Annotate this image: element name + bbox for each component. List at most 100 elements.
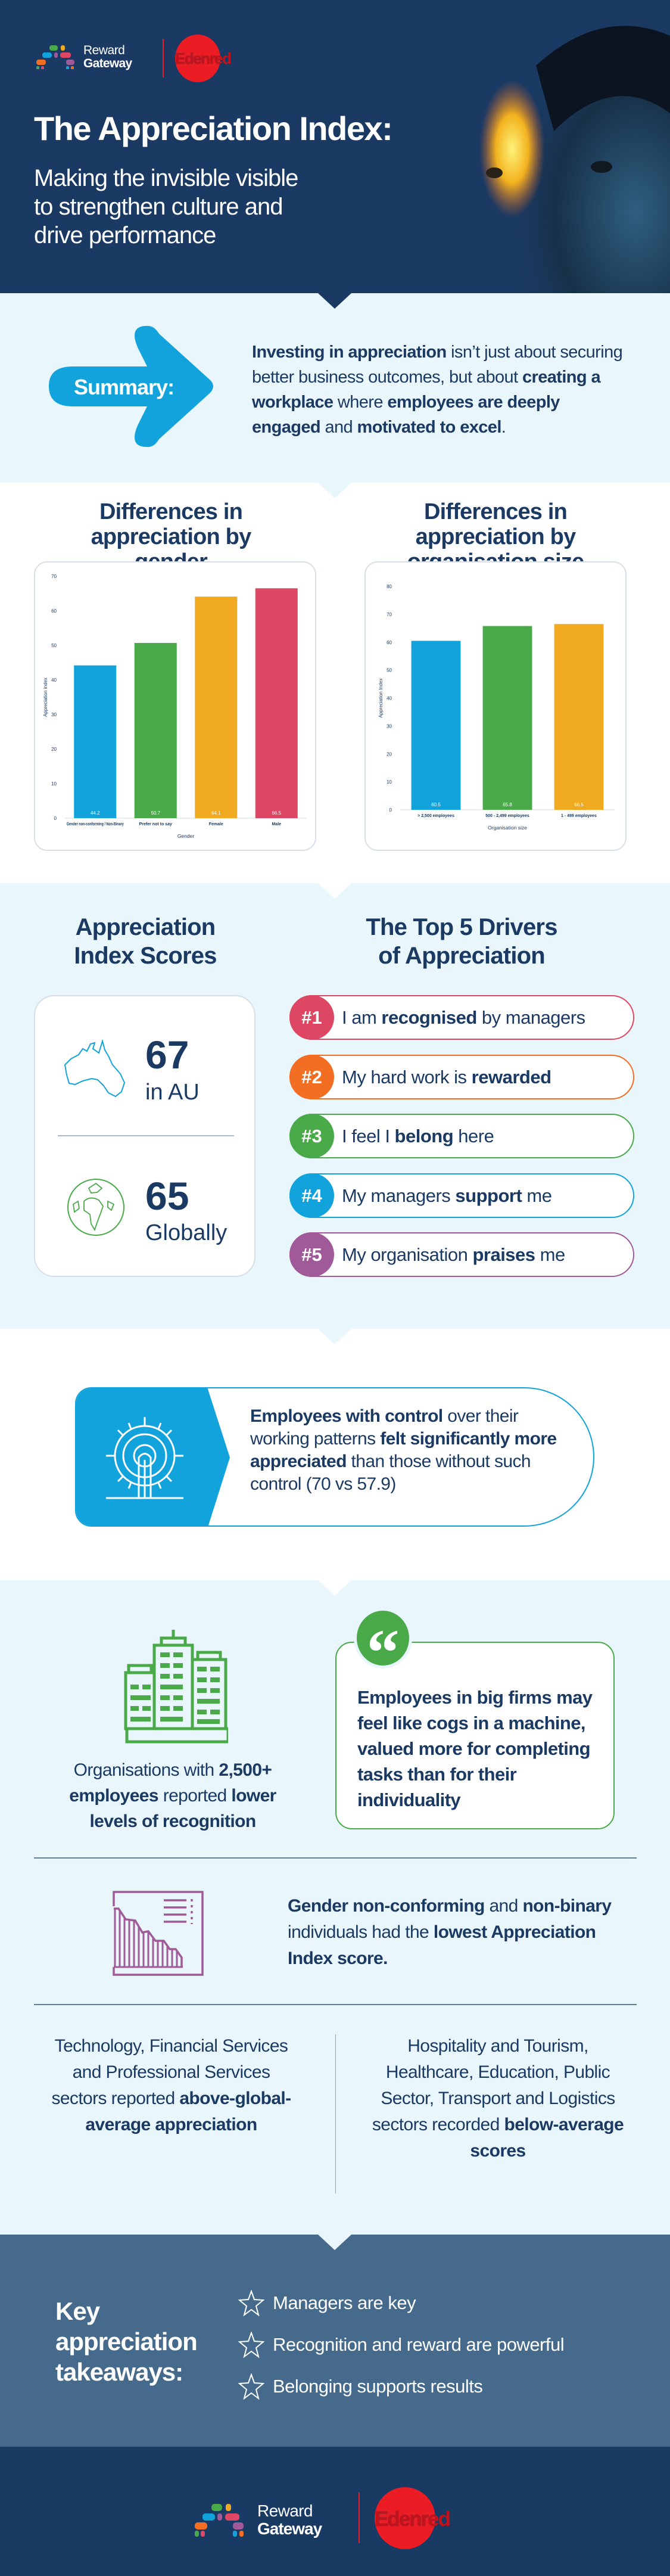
bar	[554, 624, 604, 810]
driver-text: I am recognised by managers	[342, 996, 585, 1039]
x-tick-label: Prefer not to say	[139, 822, 172, 826]
bar	[134, 642, 177, 818]
summary-text: Investing in appreciation isn’t just abo…	[252, 340, 624, 440]
text-segment: My hard work is	[342, 1066, 472, 1087]
edenred-logo	[375, 2487, 435, 2549]
y-tick-label: 20	[51, 747, 57, 752]
section-pointer	[318, 293, 351, 309]
bar-data-label: 66.5	[272, 810, 281, 816]
bar-data-label: 60.5	[431, 802, 441, 807]
sectors-divider	[335, 2034, 336, 2193]
y-axis-title: Appreciation index	[43, 678, 48, 717]
scores-card: 67 in AU 65 Globally	[34, 995, 255, 1277]
y-tick-label: 30	[387, 723, 392, 729]
text-segment: above-global-average appreciation	[85, 2089, 291, 2134]
title-line: Appreciation	[75, 914, 216, 940]
bar	[482, 626, 532, 810]
title-line: appreciation	[55, 2328, 198, 2356]
takeaway-item: Belonging supports results	[238, 2372, 483, 2401]
subtitle-line: Making the invisible visible	[34, 165, 298, 191]
bar-data-label: 44.2	[91, 810, 100, 816]
edenred-wordmark: Edenred	[375, 2507, 451, 2531]
y-tick-label: 70	[387, 612, 392, 617]
summary-label: Summary:	[74, 375, 174, 399]
star-outline-icon	[238, 2373, 264, 2400]
below-average-sectors-text: Hospitality and Tourism, Healthcare, Edu…	[363, 2033, 632, 2164]
page-title: The Appreciation Index:	[34, 110, 393, 147]
driver-item: #2 My hard work is rewarded	[289, 1054, 634, 1099]
y-tick-label: 80	[387, 584, 392, 589]
star-outline-icon	[238, 2290, 264, 2316]
gender-note-text: Gender non-conforming and non-binary ind…	[288, 1893, 621, 1972]
x-tick-label: 500 - 2,499 employees	[485, 814, 529, 818]
gender-chart-card: 0 10 20 30 40 50 60 70 44.2 Gender non-conforming…	[34, 561, 316, 851]
takeaway-item: Managers are key	[238, 2288, 416, 2318]
driver-item: #3 I feel I belong here	[289, 1114, 634, 1158]
section-pointer	[318, 883, 351, 899]
bar-data-label: 64.1	[211, 810, 221, 816]
bar-data-label: 65.8	[503, 802, 512, 807]
globe-icon	[67, 1179, 124, 1236]
text-segment: lowest Appreciation Index score.	[288, 1922, 596, 1968]
text-segment: creating a workplace	[252, 368, 601, 412]
title-line: Index Scores	[74, 943, 217, 969]
text-segment: lower levels of recognition	[89, 1786, 276, 1831]
text-segment: belong	[394, 1126, 454, 1146]
driver-text: My organisation praises me	[342, 1233, 565, 1276]
quote-text: Employees in big firms may feel like cog…	[357, 1687, 593, 1810]
control-card: Employees with control over their workin…	[75, 1387, 594, 1527]
text-segment: and	[320, 418, 357, 437]
subtitle-line: to strengthen culture and	[34, 194, 283, 220]
title-line: Key	[55, 2297, 100, 2325]
x-tick-label: Male	[272, 822, 281, 826]
text-segment: where	[333, 393, 388, 412]
driver-rank-badge: #5	[289, 1232, 334, 1277]
gender-bar-chart: 0 10 20 30 40 50 60 70 44.2 Gender non-conforming…	[43, 574, 307, 839]
summary-arrow-icon	[49, 325, 213, 448]
text-segment: than those without such control (70 vs 5…	[250, 1452, 531, 1494]
driver-rank-badge: #4	[289, 1173, 334, 1218]
text-segment: I feel I	[342, 1126, 395, 1146]
driver-text: My managers support me	[342, 1174, 552, 1217]
reward-gateway-logo-icon	[195, 2504, 244, 2537]
text-segment: 2,500+ employees	[69, 1760, 272, 1806]
section-pointer	[318, 483, 351, 498]
bar	[255, 588, 298, 818]
takeaways-title: Key appreciation takeaways:	[55, 2296, 198, 2387]
title-line: takeaways:	[55, 2358, 183, 2386]
driver-rank-badge: #3	[289, 1114, 334, 1158]
edenred-wordmark: Edenred	[175, 49, 232, 67]
text-segment: Employees with control	[250, 1406, 443, 1426]
scores-section: Appreciation Index Scores The Top 5 Driv…	[0, 883, 670, 1329]
takeaways-section: Key appreciation takeaways: Managers are…	[0, 2235, 670, 2447]
text-segment: .	[501, 418, 506, 437]
control-icon-panel	[76, 1388, 230, 1525]
edenred-logo	[175, 35, 220, 82]
driver-text: I feel I belong here	[342, 1115, 494, 1157]
driver-item: #4 My managers support me	[289, 1173, 634, 1218]
text-segment: motivated to excel	[357, 418, 502, 437]
title-line: of Appreciation	[378, 943, 546, 969]
bar	[74, 665, 117, 818]
y-tick-label: 60	[51, 608, 57, 614]
y-tick-label: 0	[54, 816, 57, 821]
scores-title: Appreciation Index Scores	[38, 913, 253, 970]
text-segment: felt significantly more appreciated	[250, 1429, 557, 1471]
text-segment: isn’t just about securing better busines…	[252, 343, 623, 387]
y-tick-label: 10	[387, 779, 392, 785]
subtitle-line: drive performance	[34, 222, 216, 248]
y-tick-label: 10	[51, 781, 57, 787]
section-pointer	[318, 1329, 351, 1344]
control-text: Employees with control over their workin…	[250, 1405, 572, 1496]
x-axis-title: Gender	[177, 833, 195, 839]
scores-divider	[58, 1135, 234, 1136]
size-bar-chart: 0 10 20 30 40 50 60 70 80 60.5 > 2,500 employees 65…	[378, 584, 615, 831]
ferris-wheel-icon	[106, 1417, 183, 1499]
y-tick-label: 40	[51, 678, 57, 683]
section-divider	[34, 1857, 637, 1859]
reward-gateway-wordmark-line1: Reward	[83, 43, 125, 57]
text-segment: over their working patterns	[250, 1406, 519, 1449]
header-section: Reward Gateway Edenred The Appreciation …	[0, 0, 670, 293]
text-segment: below-average scores	[470, 2115, 624, 2161]
text-segment: Organisations with	[73, 1760, 219, 1780]
